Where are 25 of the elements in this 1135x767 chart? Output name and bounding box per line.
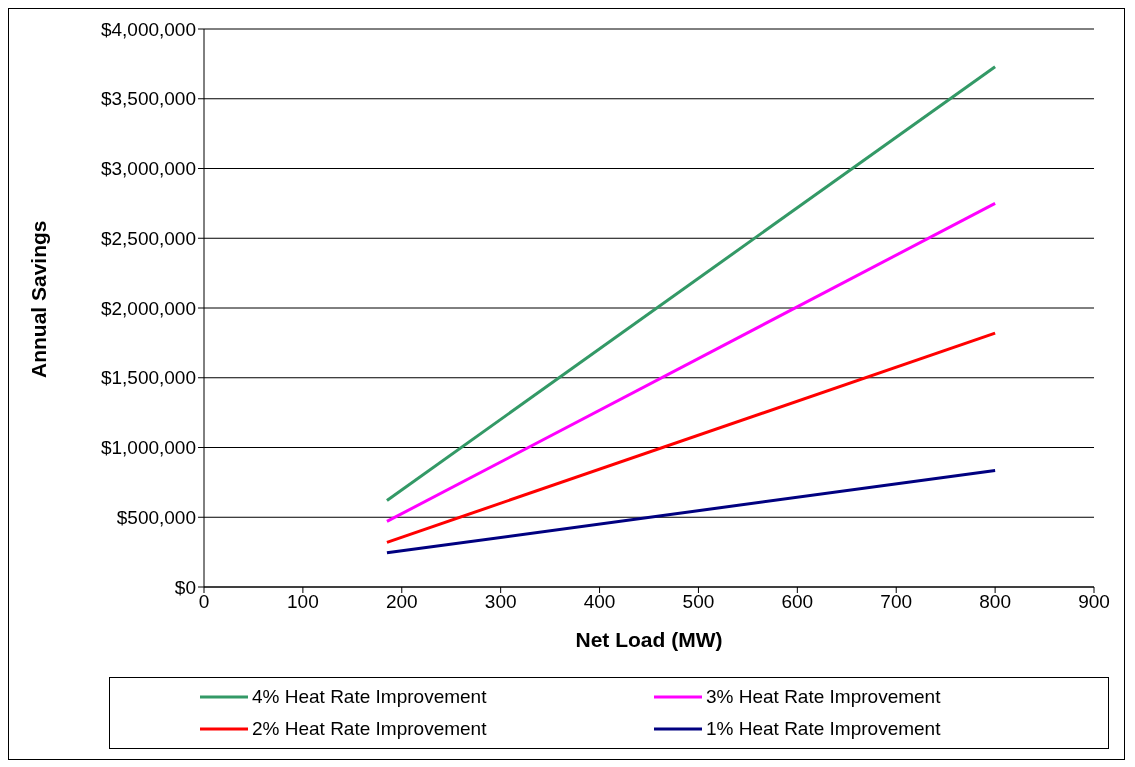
x-tick-label: 900: [1078, 591, 1110, 613]
x-tick-label: 800: [979, 591, 1011, 613]
y-tick-label: $3,000,000: [100, 158, 196, 180]
legend-label: 4% Heat Rate Improvement: [252, 686, 487, 708]
x-tick-label: 500: [682, 591, 715, 613]
legend-label: 1% Heat Rate Improvement: [706, 718, 941, 740]
y-tick-label: $1,500,000: [100, 367, 196, 389]
y-tick-label: $0: [174, 576, 196, 598]
y-tick-label: $2,000,000: [100, 297, 196, 319]
y-tick-label: $2,500,000: [100, 227, 196, 249]
x-tick-label: 400: [583, 591, 616, 613]
x-tick-label: 0: [198, 591, 210, 613]
x-tick-label: 100: [287, 591, 319, 613]
x-axis-title: Net Load (MW): [575, 628, 723, 651]
legend-label: 2% Heat Rate Improvement: [252, 718, 487, 740]
y-tick-label: $500,000: [116, 506, 196, 528]
y-tick-label: $4,000,000: [100, 18, 196, 40]
x-tick-label: 700: [880, 591, 913, 613]
x-tick-label: 300: [484, 591, 517, 613]
x-tick-label: 200: [385, 591, 418, 613]
legend-label: 3% Heat Rate Improvement: [706, 686, 941, 708]
x-tick-label: 600: [781, 591, 814, 613]
y-tick-label: $3,500,000: [100, 88, 196, 110]
y-axis-title: Annual Savings: [27, 220, 51, 378]
y-tick-label: $1,000,000: [100, 437, 196, 459]
